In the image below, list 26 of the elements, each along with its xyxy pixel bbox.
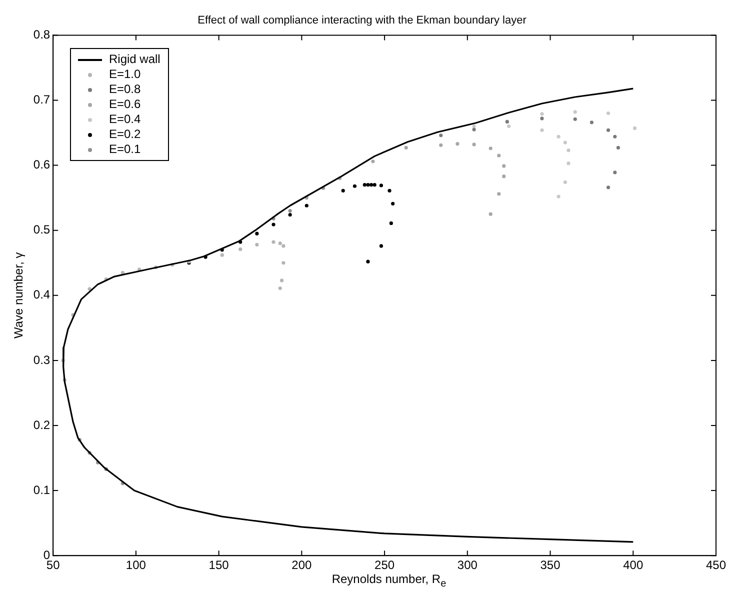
y-tick-label: 0.5 [33, 222, 50, 237]
x-tick-label: 200 [292, 558, 312, 572]
x-tick-label: 250 [374, 558, 395, 572]
x-tick-label: 350 [540, 558, 561, 572]
y-tick-label: 0.7 [33, 92, 50, 107]
legend-label: E=0.1 [109, 142, 141, 157]
x-tick-label: 150 [208, 558, 230, 572]
legend-label: E=0.6 [109, 97, 141, 112]
x-tick-label: 400 [623, 558, 644, 572]
y-tick-label: 0.3 [33, 352, 50, 367]
legend-label: E=0.4 [109, 112, 141, 127]
y-axis-title: Wave number, γ [12, 252, 26, 339]
y-tick-label: 0.6 [33, 158, 50, 172]
chart-title: Effect of wall compliance interacting with the Ekman boundary layer [198, 14, 527, 27]
legend-label: E=0.2 [109, 127, 141, 142]
x-tick-label: 300 [457, 558, 478, 572]
legend-label: Rigid wall [109, 52, 160, 67]
legend-label: E=0.8 [109, 82, 141, 97]
y-tick-label: 0.4 [33, 288, 50, 302]
y-tick-label: 0.2 [33, 418, 50, 432]
y-tick-label: 0.1 [33, 482, 50, 497]
y-tick-label: 0.8 [33, 28, 50, 42]
x-tick-label: 100 [126, 558, 146, 572]
legend-label: E=1.0 [109, 67, 141, 82]
x-tick-label: 450 [706, 558, 726, 572]
x-axis-title: Reynolds number, R$_{e}$ [330, 572, 448, 590]
